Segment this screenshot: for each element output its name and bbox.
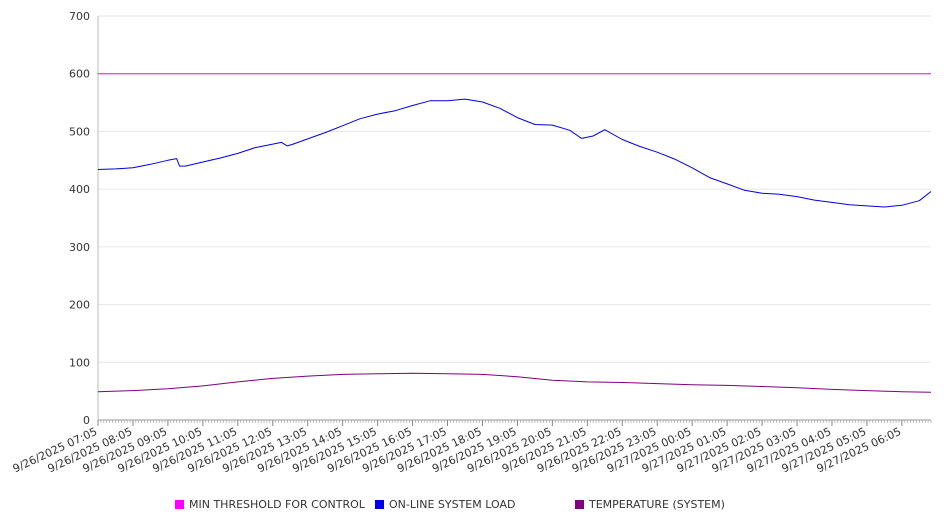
y-tick-label-100: 100 (69, 356, 90, 369)
legend-label-system-load: ON-LINE SYSTEM LOAD (389, 498, 516, 511)
legend-label-temperature: TEMPERATURE (SYSTEM) (589, 498, 725, 511)
y-tick-label-200: 200 (69, 299, 90, 312)
legend-item-temperature[interactable]: TEMPERATURE (SYSTEM) (575, 498, 725, 511)
y-tick-label-700: 700 (69, 10, 90, 23)
y-tick-label-0: 0 (83, 414, 90, 427)
legend-swatch-temperature (575, 500, 584, 509)
x-axis: 9/26/2025 07:059/26/2025 08:059/26/2025 … (11, 419, 932, 475)
legend-label-min-threshold: MIN THRESHOLD FOR CONTROL (189, 498, 365, 511)
legend-item-system-load[interactable]: ON-LINE SYSTEM LOAD (375, 498, 515, 511)
x-minor-ticks (97, 420, 932, 423)
y-axis: 0 100 200 300 400 500 600 700 (69, 10, 99, 427)
y-tick-label-300: 300 (69, 241, 90, 254)
legend-item-min-threshold[interactable]: MIN THRESHOLD FOR CONTROL (175, 498, 365, 511)
grid-lines (98, 15, 931, 363)
series-line-2 (97, 372, 932, 393)
legend-swatch-system-load (375, 500, 384, 509)
y-tick-label-400: 400 (69, 183, 90, 196)
chart-legend: MIN THRESHOLD FOR CONTROL ON-LINE SYSTEM… (0, 498, 946, 514)
y-tick-label-500: 500 (69, 125, 90, 138)
series-layer (97, 73, 932, 393)
legend-swatch-min-threshold (175, 500, 184, 509)
series-line-1 (97, 98, 932, 208)
y-tick-label-600: 600 (69, 68, 90, 81)
